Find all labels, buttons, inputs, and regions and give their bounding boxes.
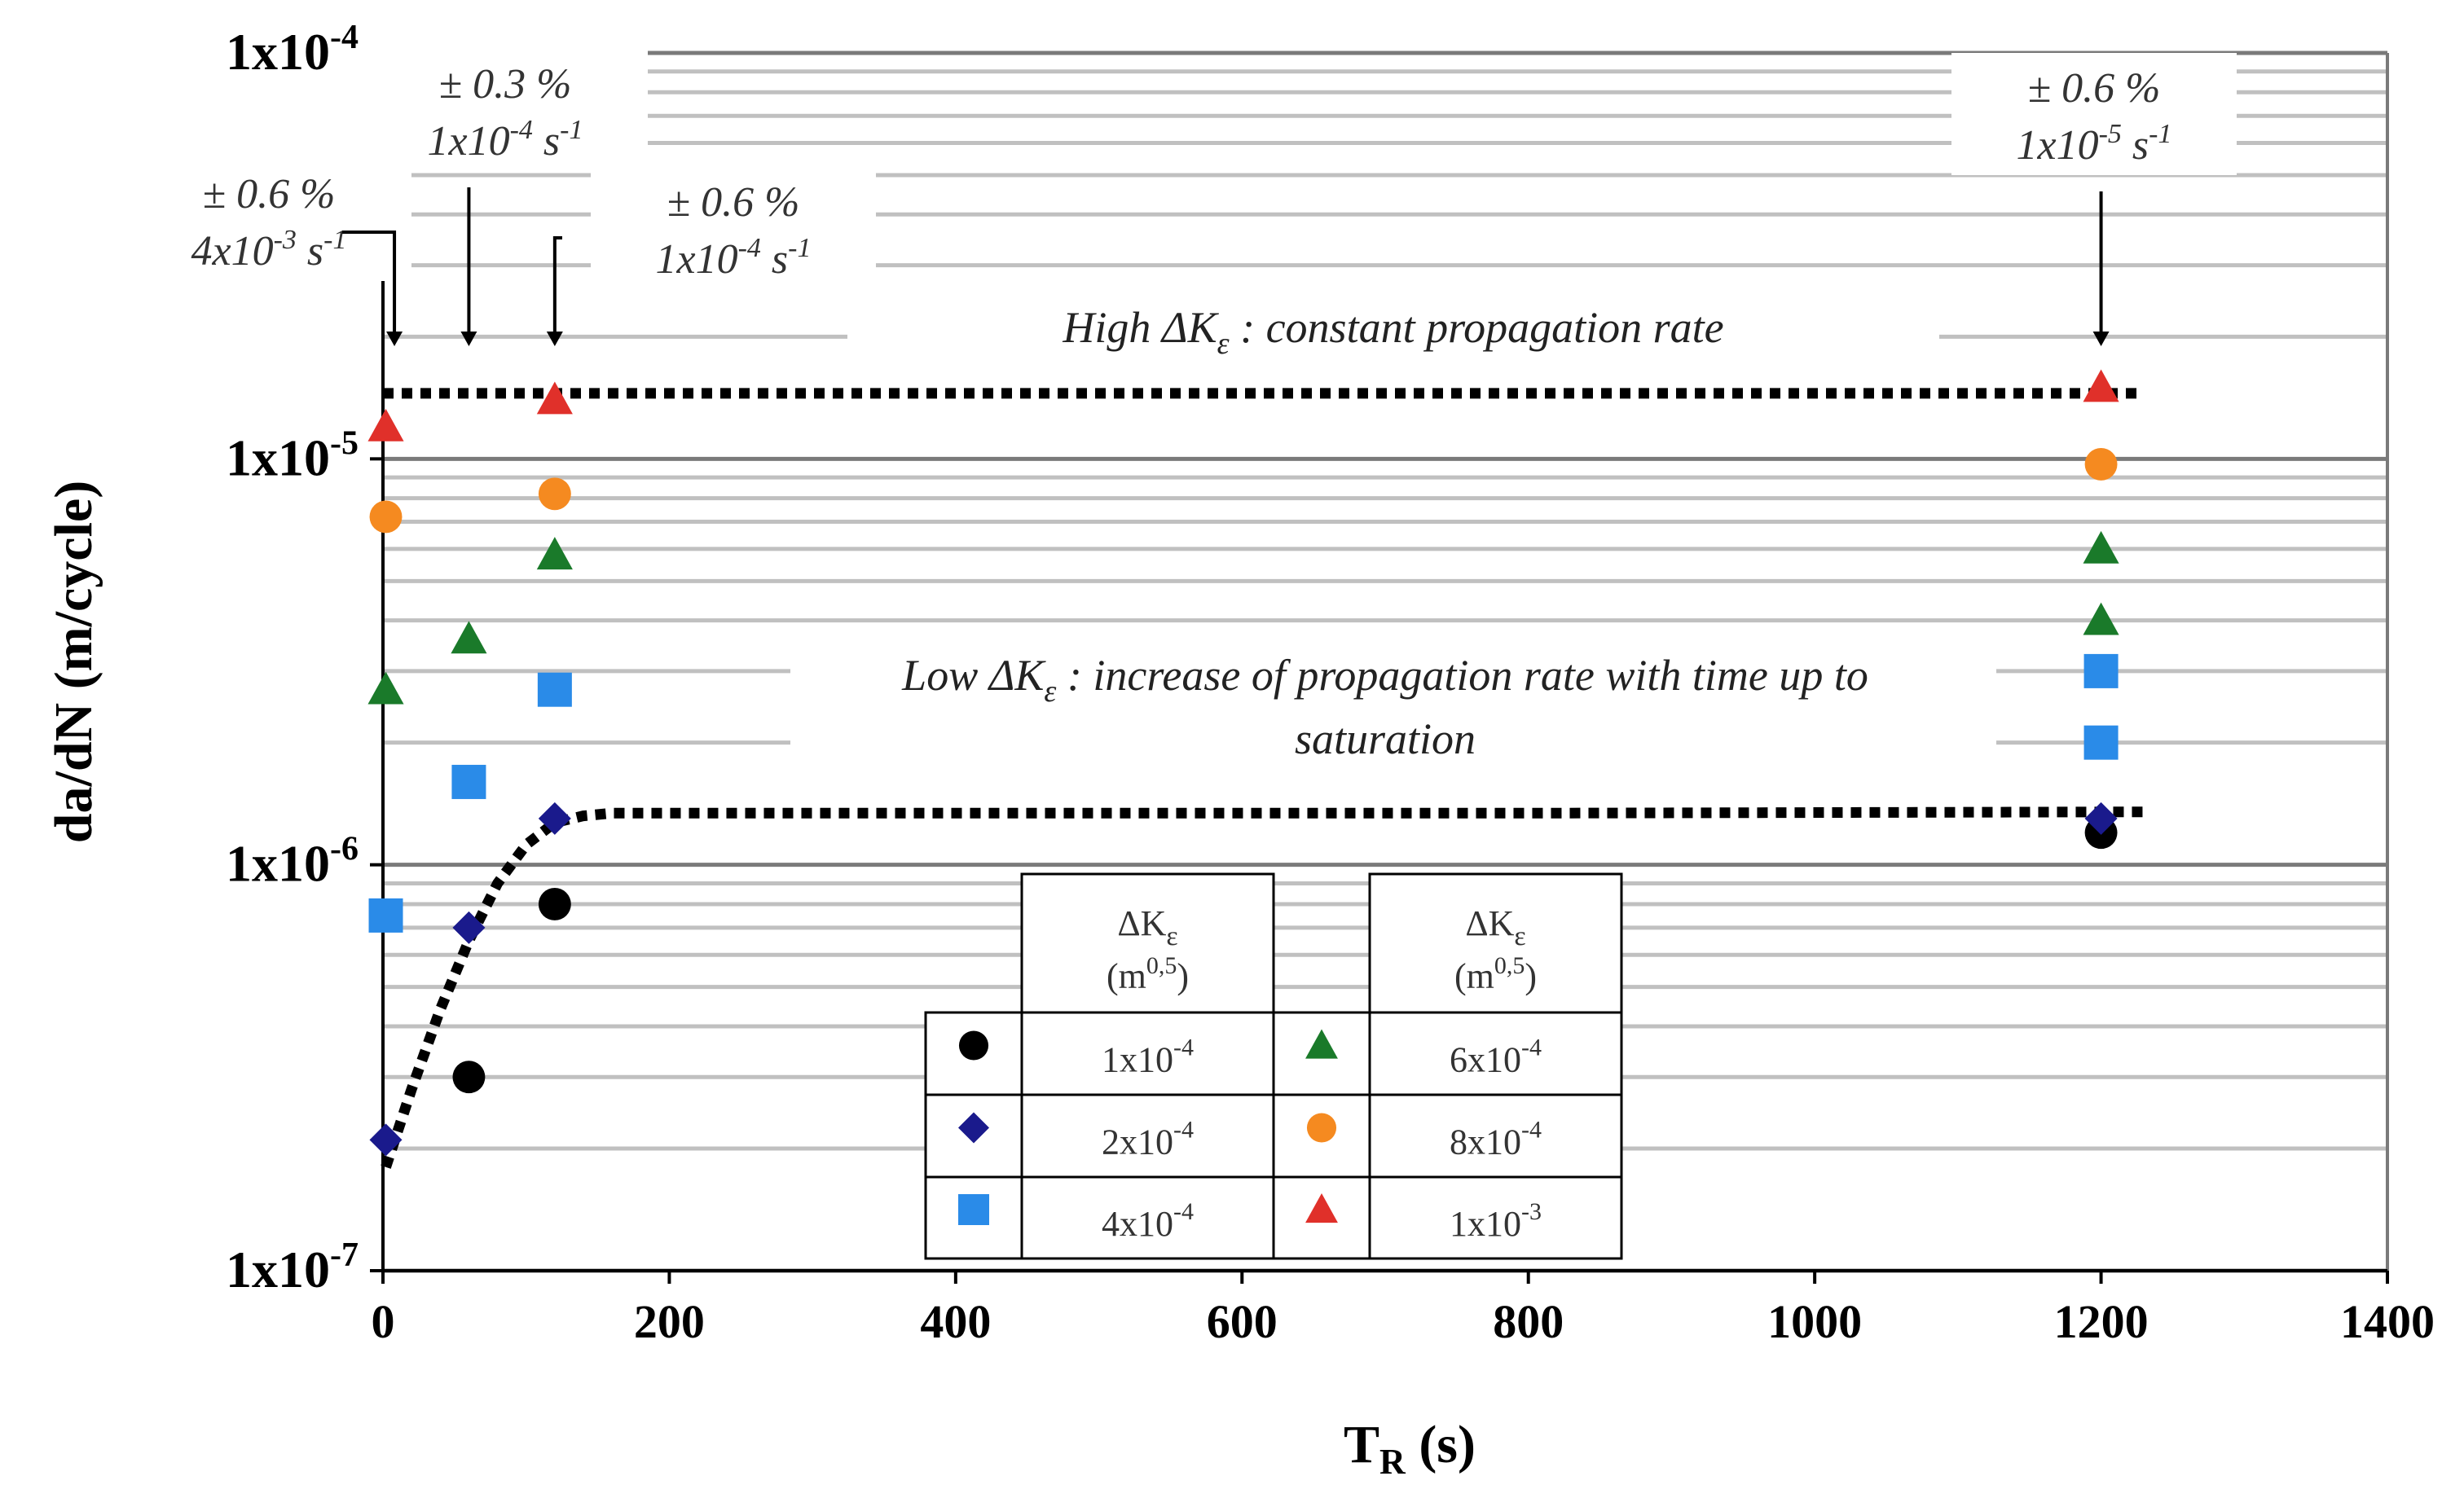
x-tick-label: 1200 bbox=[2054, 1295, 2149, 1348]
series-6x10-4 bbox=[367, 530, 2119, 705]
data-point bbox=[536, 537, 573, 570]
annotation-strain-rate: 1x10-5 s-1 bbox=[2017, 119, 2172, 169]
annotation-strain-rate: 1x10-4 s-1 bbox=[428, 115, 583, 165]
data-point bbox=[451, 764, 486, 799]
high-band-text: High ΔKε : constant propagation rate bbox=[1062, 303, 1723, 361]
trend-low-dk-saturation bbox=[381, 806, 2145, 1169]
axes: 1x10-7 1x10-6 1x10-5 1x10-4 0 200 400 600 800 100… bbox=[226, 19, 2435, 1348]
legend-label: 4x10-4 bbox=[1102, 1198, 1194, 1244]
x-tick-label: 0 bbox=[372, 1295, 395, 1348]
annotation-backing bbox=[126, 159, 411, 281]
low-band-text: Low ΔKε : increase of propagation rate w… bbox=[901, 651, 1868, 709]
legend-label: 1x10-3 bbox=[1450, 1198, 1542, 1244]
annotation-tolerance: ± 0.3 % bbox=[439, 61, 572, 108]
legend-label: 8x10-4 bbox=[1450, 1117, 1542, 1162]
legend: ΔKε(m0,5)ΔKε(m0,5)1x10-42x10-44x10-46x10… bbox=[924, 872, 1623, 1260]
arrow-120: ± 0.6 % 1x10-4 s-1 bbox=[546, 167, 876, 346]
legend-header-cell bbox=[1020, 872, 1275, 1014]
data-point bbox=[369, 500, 403, 534]
legend-header-symbol: ΔKε bbox=[1465, 903, 1525, 951]
x-tick-label: 600 bbox=[1207, 1295, 1278, 1348]
rate-annotations: ± 0.6 %4x10-3 s-1± 0.3 %1x10-4 s-1± 0.6 … bbox=[126, 49, 2237, 346]
high-band-backing bbox=[847, 293, 1939, 367]
x-tick-label: 200 bbox=[634, 1295, 705, 1348]
annotation-tolerance: ± 0.6 % bbox=[203, 171, 336, 217]
data-point bbox=[538, 802, 571, 835]
legend-marker bbox=[958, 1194, 989, 1225]
data-point bbox=[369, 1123, 403, 1157]
annotation-tolerance: ± 0.6 % bbox=[2028, 65, 2161, 112]
data-point bbox=[368, 898, 403, 933]
arrowhead bbox=[546, 332, 563, 346]
x-tick-label: 800 bbox=[1493, 1295, 1564, 1348]
y-tick-label: 1x10-6 bbox=[226, 831, 359, 893]
arrow-line bbox=[342, 231, 397, 333]
arrow-0: ± 0.6 % 4x10-3 s-1 bbox=[126, 159, 411, 346]
data-point bbox=[2083, 725, 2119, 760]
arrowhead bbox=[2092, 332, 2110, 346]
annotation-tolerance: ± 0.6 % bbox=[667, 179, 800, 226]
trend-lines bbox=[381, 388, 2145, 1169]
legend-header-symbol: ΔKε bbox=[1117, 903, 1177, 951]
data-point bbox=[367, 671, 404, 705]
x-tick-label: 1400 bbox=[2340, 1295, 2435, 1348]
axis-labels: da/dN (m/cycle) TR (s) bbox=[44, 481, 1476, 1482]
data-point bbox=[2083, 653, 2119, 688]
x-tick-label: 1000 bbox=[1767, 1295, 1862, 1348]
legend-marker bbox=[958, 1112, 989, 1144]
data-point bbox=[2084, 802, 2118, 835]
x-axis-label: TR (s) bbox=[1344, 1415, 1476, 1482]
legend-header-unit: (m0,5) bbox=[1454, 952, 1537, 996]
data-point bbox=[538, 477, 571, 511]
data-point bbox=[452, 1061, 486, 1094]
annotation-backing bbox=[1951, 53, 2237, 175]
low-band-backing bbox=[790, 643, 1996, 782]
annotation-strain-rate: 1x10-4 s-1 bbox=[656, 233, 812, 283]
y-tick-label: 1x10-7 bbox=[226, 1236, 359, 1298]
data-points bbox=[367, 369, 2119, 1157]
y-tick-label: 1x10-4 bbox=[226, 19, 359, 81]
data-point bbox=[2083, 369, 2119, 402]
arrow-60: ± 0.3 % 1x10-4 s-1 bbox=[363, 49, 648, 346]
band-annotations: High ΔKε : constant propagation rate Low … bbox=[790, 293, 1996, 782]
legend-marker bbox=[1306, 1113, 1337, 1143]
legend-label: 2x10-4 bbox=[1102, 1117, 1194, 1162]
data-point bbox=[536, 381, 573, 415]
legend-label: 6x10-4 bbox=[1450, 1034, 1542, 1080]
data-point bbox=[2083, 602, 2119, 635]
data-point bbox=[538, 888, 571, 920]
arrow-line bbox=[552, 236, 562, 333]
series-8x10-4 bbox=[369, 447, 2118, 534]
legend-header-unit: (m0,5) bbox=[1107, 952, 1189, 996]
low-band-text-line2: saturation bbox=[1295, 714, 1476, 763]
data-point bbox=[537, 672, 572, 707]
series-4x10-4 bbox=[368, 653, 2119, 933]
data-point bbox=[2083, 530, 2119, 564]
annotation-backing bbox=[363, 49, 648, 171]
legend-marker bbox=[1305, 1029, 1338, 1059]
series-1x10-3 bbox=[367, 369, 2119, 441]
data-point bbox=[452, 911, 486, 944]
data-point bbox=[367, 408, 404, 441]
arrowhead bbox=[460, 332, 477, 346]
legend-marker bbox=[958, 1030, 989, 1061]
legend-label: 1x10-4 bbox=[1102, 1034, 1194, 1080]
data-point bbox=[2084, 447, 2118, 481]
y-axis-label: da/dN (m/cycle) bbox=[44, 481, 103, 843]
arrow-1200: ± 0.6 % 1x10-5 s-1 bbox=[1951, 53, 2237, 346]
legend-marker bbox=[1305, 1193, 1338, 1223]
y-tick-label: 1x10-5 bbox=[226, 424, 359, 486]
legend-header-cell bbox=[1368, 872, 1623, 1014]
data-point bbox=[451, 621, 487, 654]
x-tick-label: 400 bbox=[920, 1295, 991, 1348]
arrowhead bbox=[386, 332, 403, 346]
series-2x10-4 bbox=[369, 802, 2118, 1157]
annotation-backing bbox=[591, 167, 876, 289]
annotation-strain-rate: 4x10-3 s-1 bbox=[191, 225, 347, 275]
